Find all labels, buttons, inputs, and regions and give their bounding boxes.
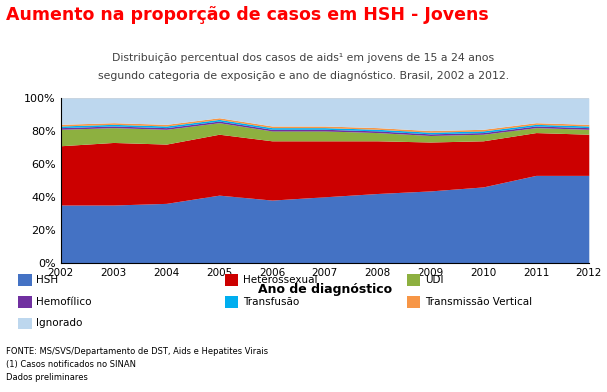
Text: Heterossexual: Heterossexual [243, 275, 317, 285]
Text: FONTE: MS/SVS/Departamento de DST, Aids e Hepatites Virais: FONTE: MS/SVS/Departamento de DST, Aids … [6, 347, 268, 356]
Text: Ignorado: Ignorado [36, 318, 83, 328]
Text: Distribuição percentual dos casos de aids¹ em jovens de 15 a 24 anos: Distribuição percentual dos casos de aid… [112, 53, 495, 63]
Text: Hemofílico: Hemofílico [36, 297, 92, 307]
Text: Transfusão: Transfusão [243, 297, 299, 307]
X-axis label: Ano de diagnóstico: Ano de diagnóstico [258, 283, 392, 296]
Text: UDI: UDI [425, 275, 443, 285]
Text: (1) Casos notificados no SINAN: (1) Casos notificados no SINAN [6, 360, 136, 369]
Text: segundo categoria de exposição e ano de diagnóstico. Brasil, 2002 a 2012.: segundo categoria de exposição e ano de … [98, 71, 509, 81]
Text: Aumento na proporção de casos em HSH - Jovens: Aumento na proporção de casos em HSH - J… [6, 6, 489, 24]
Text: Transmissão Vertical: Transmissão Vertical [425, 297, 532, 307]
Text: Dados preliminares: Dados preliminares [6, 373, 88, 382]
Text: HSH: HSH [36, 275, 58, 285]
